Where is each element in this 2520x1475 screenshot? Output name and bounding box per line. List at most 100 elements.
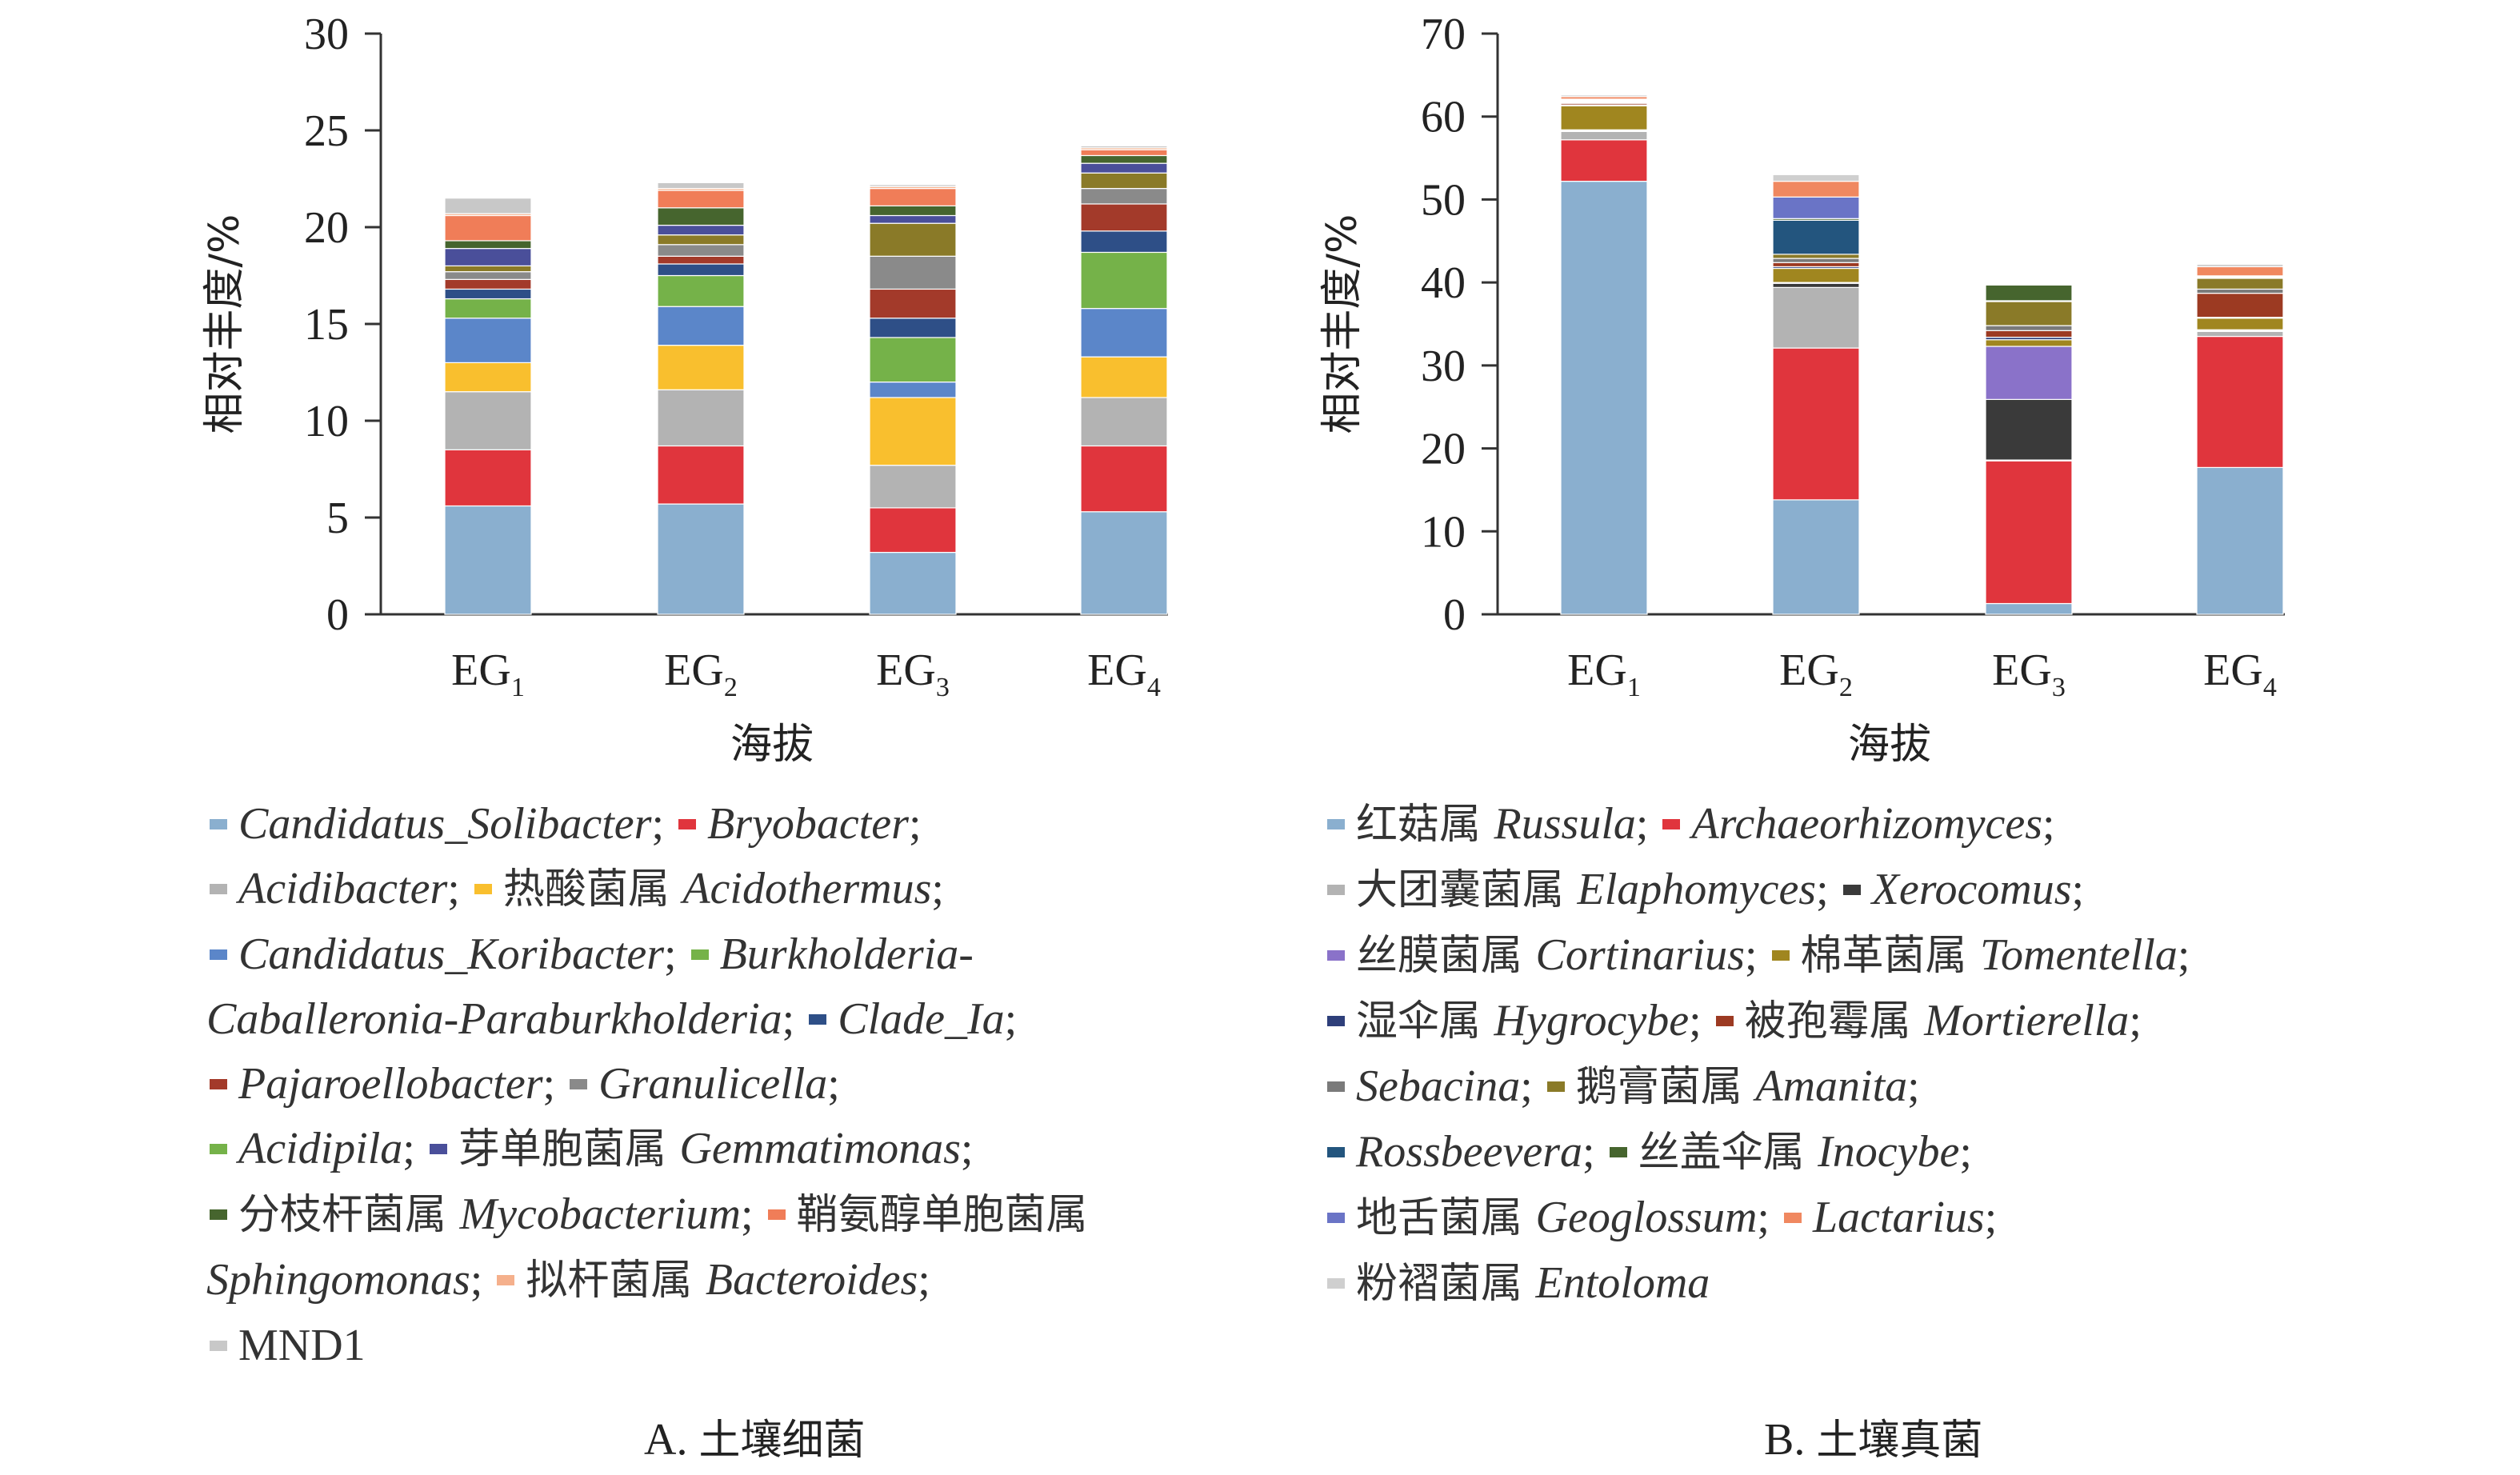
legend-latin-name: Bacteroides: [705, 1255, 918, 1305]
legend-latin-name: Tomentella: [1980, 930, 2178, 980]
legend-separator: ;: [1635, 799, 1660, 849]
legend-latin-name: Caballeronia-Paraburkholderia: [206, 994, 782, 1044]
legend-latin-name: Elaphomyces: [1577, 865, 1817, 914]
legend-latin-name: Acidibacter: [238, 864, 448, 913]
legend-separator: ;: [918, 1255, 930, 1305]
legend-swatch: [1327, 819, 1345, 830]
legend-line: Candidatus_Solibacter; Bryobacter;: [206, 792, 1088, 857]
legend-line: Rossbeevera; 丝盖伞属 Inocybe;: [1324, 1120, 2190, 1185]
chart-fungi: 0 10 20 30 40 50 60 70 EG1 EG2 EG3 EG4 相对丰度/% 海拔: [1318, 10, 2285, 769]
legend-cn-name: 丝盖伞属: [1638, 1129, 1818, 1177]
legend-cn-name: 粉褶菌属: [1356, 1260, 1536, 1308]
bar-segment: [2196, 266, 2284, 277]
legend-latin-name: Pajaroellobacter: [238, 1059, 543, 1109]
legend-cn-name: 丝膜菌属: [1356, 932, 1536, 980]
bar-segment: [444, 288, 532, 300]
legend-separator: ;: [1582, 1127, 1606, 1177]
legend-separator: ;: [2071, 865, 2085, 914]
legend-swatch: [474, 884, 492, 895]
legend-separator: ;: [2129, 996, 2142, 1045]
y-tick-label: 25: [304, 106, 349, 156]
legend-swatch: [497, 1275, 515, 1286]
bar-segment: [2196, 288, 2284, 294]
bar-segment: [1772, 499, 1860, 615]
bar-segment: [657, 244, 745, 257]
legend-swatch: [1327, 1016, 1345, 1027]
legend-line: 粉褶菌属 Entoloma: [1324, 1251, 2190, 1317]
bar-segment: [1080, 397, 1168, 447]
legend-cn-name: 红菇属: [1356, 801, 1494, 849]
bar-segment: [657, 207, 745, 226]
x-axis-title: 海拔: [730, 721, 814, 769]
legend-line: Caballeronia-Paraburkholderia; Clade_Ia;: [206, 987, 1088, 1052]
legend-line: 分枝杆菌属 Mycobacterium; 鞘氨醇单胞菌属: [206, 1182, 1088, 1248]
legend-latin-name: Russula: [1494, 799, 1636, 849]
bar-segment: [869, 465, 957, 509]
legend-cn-name: 湿伞属: [1356, 997, 1494, 1045]
legend-latin-name: Gemmatimonas: [679, 1124, 961, 1173]
legend-separator: ;: [740, 1189, 765, 1239]
legend-swatch: [210, 1209, 227, 1221]
legend-swatch: [767, 1209, 786, 1221]
legend-latin-name: Cortinarius: [1535, 930, 1745, 980]
bar-segment: [2196, 263, 2284, 268]
legend-latin-name: Bryobacter: [707, 799, 909, 849]
bar-segment: [869, 214, 957, 224]
legend-separator: ;: [960, 1124, 974, 1173]
bar-segment: [444, 391, 532, 450]
bar-segment: [1772, 196, 1860, 219]
bar-segment: [1772, 219, 1860, 255]
legend-line: 湿伞属 Hygrocybe; 被孢霉属 Mortierella;: [1324, 989, 2190, 1054]
legend-swatch: [210, 819, 227, 830]
bar-segment: [657, 445, 745, 505]
bar-segment: [1772, 254, 1860, 259]
legend-separator: ;: [827, 1059, 840, 1109]
legend-cn-name: 热酸菌属: [502, 865, 683, 913]
caption-fungi-text: 土壤真菌: [1816, 1417, 1983, 1465]
bar-segment: [444, 298, 532, 319]
legend-separator: ;: [2042, 799, 2055, 849]
caption-bacteria-text: 土壤细菌: [698, 1417, 866, 1465]
legend-label: MND1: [238, 1321, 366, 1370]
legend-latin-name: Inocybe: [1818, 1127, 1960, 1177]
legend-swatch: [1327, 1081, 1345, 1093]
bar-segment: [1560, 94, 1648, 98]
bar-segment: [444, 198, 532, 214]
legend-latin-name: Granulicella: [598, 1059, 828, 1109]
bar-segment: [869, 507, 957, 554]
legend-swatch: [429, 1144, 447, 1155]
legend-line: 地舌菌属 Geoglossum; Lactarius;: [1324, 1185, 2190, 1251]
legend-line: Candidatus_Koribacter; Burkholderia-: [206, 922, 1088, 987]
legend-separator: ;: [402, 1124, 426, 1173]
legend-latin-name: Mortierella: [1924, 996, 2130, 1045]
bar-segment: [1560, 105, 1648, 130]
legend-separator: ;: [542, 1059, 567, 1109]
bar-segment: [869, 397, 957, 466]
legend-latin-name: Archaeorhizomyces: [1691, 799, 2043, 849]
bar-segment: [1772, 258, 1860, 263]
bar-segment: [1985, 284, 2073, 302]
bar-segment: [444, 449, 532, 507]
bar-segment: [657, 190, 745, 209]
bar-segment: [1080, 188, 1168, 205]
bar-segment: [444, 362, 532, 393]
bar-segment: [444, 240, 532, 250]
legend-swatch: [1783, 1213, 1802, 1224]
bar-segment: [869, 184, 957, 187]
legend-cn-name: 分枝杆菌属: [238, 1191, 460, 1239]
bar-segment: [1772, 286, 1860, 349]
y-tick-label: 70: [1421, 10, 1466, 59]
legend-separator: ;: [2177, 930, 2190, 980]
y-tick-label: 10: [304, 397, 349, 446]
legend-cn-name: 鹅膏菌属: [1575, 1063, 1756, 1111]
bar-segment: [657, 345, 745, 390]
legend-latin-name: Sphingomonas: [206, 1255, 470, 1305]
legend-swatch: [210, 1341, 227, 1352]
legend-separator: ;: [1744, 930, 1769, 980]
bar-segment: [1985, 325, 2073, 331]
bar-segment: [1985, 460, 2073, 605]
legend-swatch: [210, 949, 227, 961]
bar-segment: [657, 182, 745, 190]
legend-latin-name: Clade_Ia: [838, 994, 1005, 1044]
